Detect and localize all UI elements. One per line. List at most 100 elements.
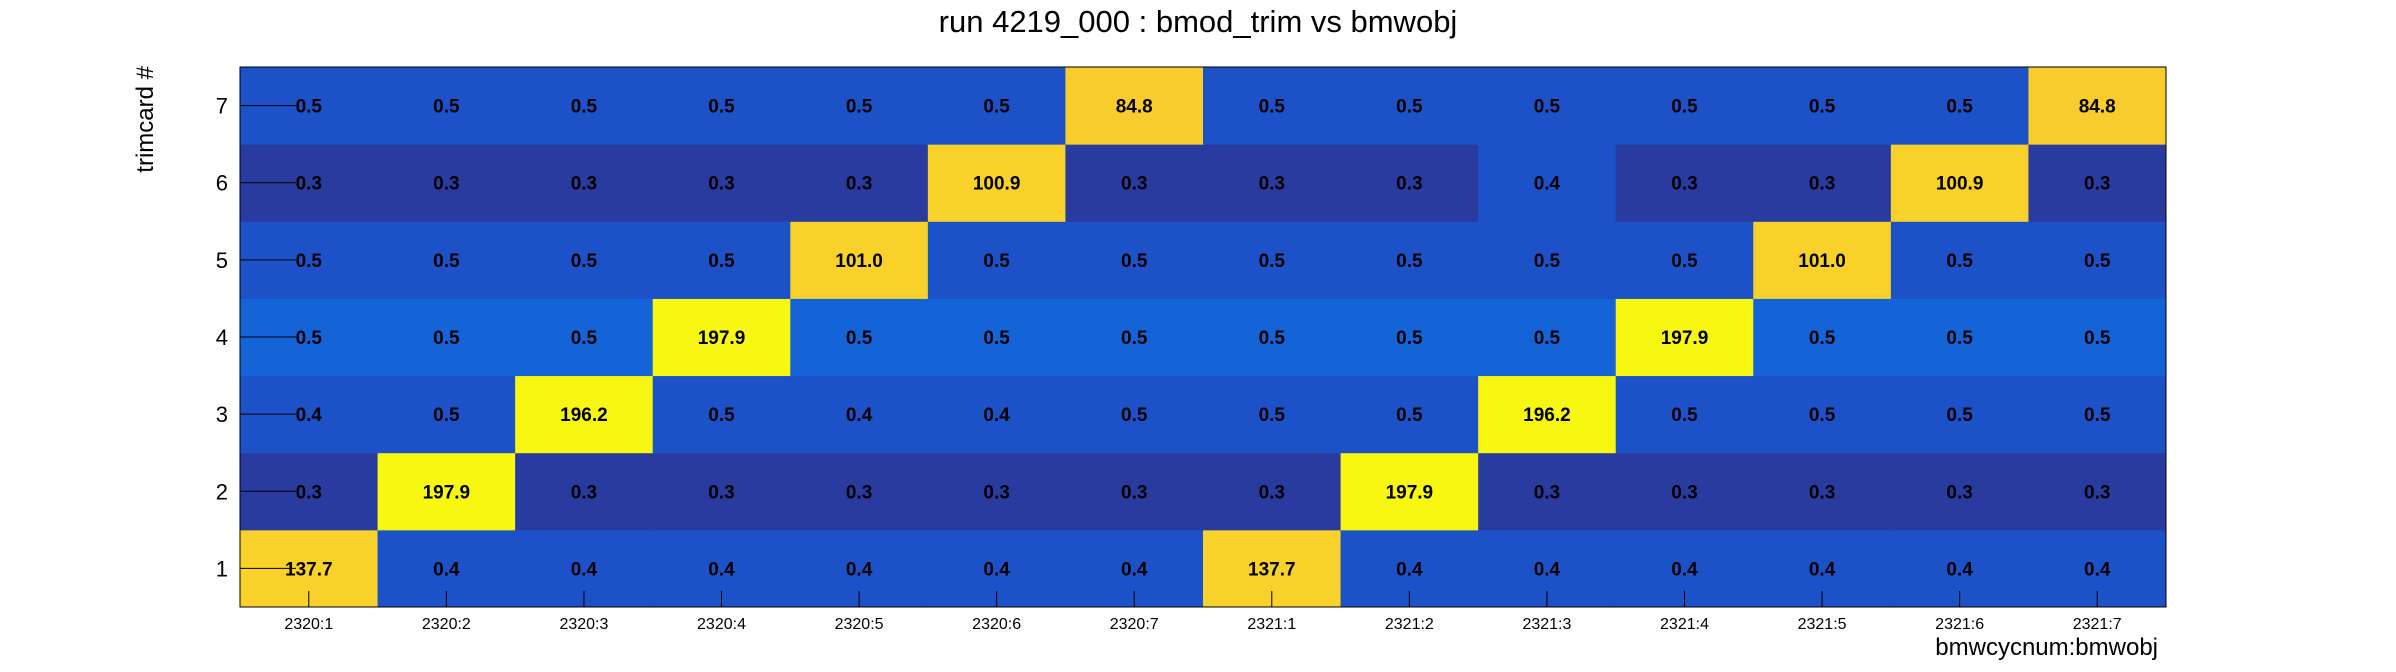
y-tick-label: 3 <box>216 402 228 427</box>
x-tick-label: 2321:3 <box>1522 616 1571 633</box>
heatmap-cell <box>790 452 929 531</box>
x-tick-label: 2320:4 <box>697 616 746 633</box>
cell-value-label: 0.3 <box>2084 174 2110 195</box>
heatmap-cell <box>2028 221 2167 299</box>
heatmap-cell <box>1065 375 1204 454</box>
cell-value-label: 0.5 <box>2084 328 2111 349</box>
cell-value-label: 0.4 <box>1396 559 1423 580</box>
cell-value-label: 0.4 <box>296 405 323 426</box>
cell-value-label: 0.5 <box>708 97 735 118</box>
cell-value-label: 0.4 <box>983 405 1010 426</box>
cell-value-label: 0.5 <box>1946 97 1973 118</box>
heatmap-cell <box>1065 452 1204 531</box>
cell-value-label: 0.3 <box>1809 174 1835 195</box>
heatmap-cell <box>1615 67 1754 145</box>
cell-value-label: 0.5 <box>433 97 460 118</box>
cell-value-label: 0.5 <box>1121 328 1148 349</box>
cell-value-label: 101.0 <box>835 251 883 272</box>
heatmap-cells <box>240 67 2167 608</box>
cell-value-label: 0.3 <box>1121 482 1147 503</box>
heatmap-cell <box>1615 221 1754 299</box>
cell-value-label: 0.5 <box>433 251 460 272</box>
cell-value-label: 100.9 <box>1936 174 1984 195</box>
cell-value-label: 101.0 <box>1798 251 1846 272</box>
cell-value-label: 0.5 <box>983 97 1010 118</box>
cell-value-label: 197.9 <box>698 328 746 349</box>
x-tick-label: 2321:1 <box>1247 616 1296 633</box>
cell-value-label: 0.5 <box>1671 251 1698 272</box>
cell-value-label: 0.5 <box>1396 97 1423 118</box>
cell-value-label: 197.9 <box>1386 482 1434 503</box>
cell-value-label: 0.3 <box>1671 174 1697 195</box>
heatmap-cell <box>927 452 1066 531</box>
heatmap-cell <box>1753 67 1892 145</box>
cell-value-label: 0.5 <box>1946 251 1973 272</box>
heatmap-cell <box>1203 452 1342 531</box>
heatmap-cell <box>1203 144 1342 222</box>
cell-value-label: 0.5 <box>2084 251 2111 272</box>
y-tick-label: 4 <box>216 325 228 350</box>
heatmap-cell <box>1065 67 1204 145</box>
heatmap-cell <box>2028 375 2167 454</box>
cell-value-label: 0.5 <box>1534 328 1561 349</box>
heatmap-cell <box>1478 144 1617 222</box>
heatmap-cell <box>1340 221 1479 299</box>
cell-value-label: 0.5 <box>1121 405 1148 426</box>
heatmap-cell <box>652 452 791 531</box>
cell-value-label: 0.3 <box>1534 482 1560 503</box>
cell-value-label: 0.4 <box>708 559 735 580</box>
x-tick-label: 2320:1 <box>284 616 333 633</box>
cell-value-label: 0.3 <box>708 482 734 503</box>
heatmap-cell <box>652 67 791 145</box>
heatmap-cell <box>377 452 516 531</box>
cell-value-label: 0.3 <box>1121 174 1147 195</box>
cell-value-label: 197.9 <box>1661 328 1709 349</box>
heatmap-cell <box>1615 298 1754 377</box>
cell-value-label: 0.5 <box>983 251 1010 272</box>
cell-value-label: 0.4 <box>1809 559 1836 580</box>
cell-value-label: 0.3 <box>296 174 322 195</box>
cell-value-label: 0.4 <box>1946 559 1973 580</box>
cell-value-labels: 137.7 0.4 0.4 0.4 0.4 0.4 0.4 137.7 0.4 0.4 0.4 0.4… <box>285 97 2116 581</box>
heatmap-cell <box>1753 298 1892 377</box>
cell-value-label: 0.5 <box>571 251 598 272</box>
cell-value-label: 84.8 <box>2079 97 2116 118</box>
heatmap-cell <box>515 67 654 145</box>
cell-value-label: 0.3 <box>1809 482 1835 503</box>
cell-value-label: 137.7 <box>285 559 333 580</box>
cell-value-label: 0.3 <box>571 482 597 503</box>
cell-value-label: 0.5 <box>1671 405 1698 426</box>
cell-value-label: 0.4 <box>1121 559 1148 580</box>
heatmap-cell <box>927 221 1066 299</box>
x-tick-label: 2320:3 <box>559 616 608 633</box>
cell-value-label: 0.4 <box>983 559 1010 580</box>
heatmap-cell <box>515 452 654 531</box>
cell-value-label: 0.4 <box>571 559 598 580</box>
heatmap-cell <box>790 375 929 454</box>
cell-value-label: 0.5 <box>1946 405 1973 426</box>
heatmap-cell <box>927 144 1066 222</box>
heatmap-cell <box>1340 144 1479 222</box>
cell-value-label: 0.5 <box>296 251 323 272</box>
heatmap-cell <box>1615 144 1754 222</box>
cell-value-label: 0.5 <box>1259 328 1286 349</box>
cell-value-label: 0.4 <box>1534 559 1561 580</box>
heatmap-cell <box>515 144 654 222</box>
heatmap-cell <box>1340 298 1479 377</box>
heatmap-cell <box>1065 144 1204 222</box>
cell-value-label: 0.5 <box>846 328 873 349</box>
heatmap-cell <box>1203 221 1342 299</box>
y-tick-label: 1 <box>216 556 228 581</box>
cell-value-label: 0.5 <box>1396 405 1423 426</box>
cell-value-label: 0.5 <box>296 97 323 118</box>
x-tick-label: 2321:2 <box>1385 616 1434 633</box>
chart-title: run 4219_000 : bmod_trim vs bmwobj <box>939 4 1458 39</box>
cell-value-label: 0.5 <box>846 97 873 118</box>
y-tick-label: 2 <box>216 479 228 504</box>
x-tick-label: 2320:6 <box>972 616 1021 633</box>
cell-value-label: 0.5 <box>1396 251 1423 272</box>
heatmap-cell <box>1890 67 2029 145</box>
y-axis-label: trimcard # <box>132 65 159 172</box>
cell-value-label: 0.3 <box>2084 482 2110 503</box>
cell-value-label: 0.5 <box>1534 251 1561 272</box>
